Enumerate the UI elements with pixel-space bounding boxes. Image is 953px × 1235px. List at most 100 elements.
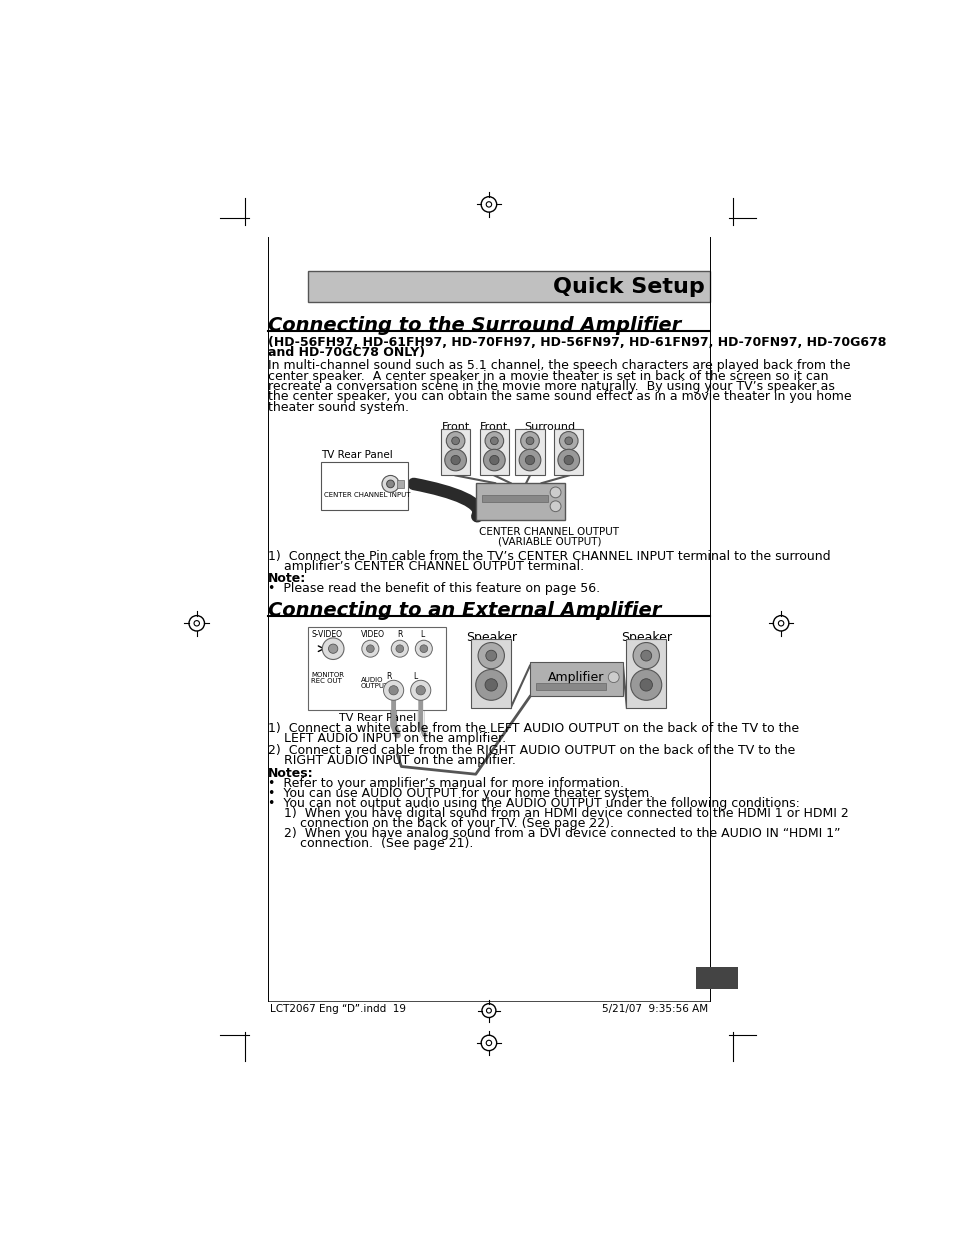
Circle shape: [608, 672, 618, 683]
Circle shape: [563, 456, 573, 464]
Circle shape: [381, 475, 398, 493]
Circle shape: [550, 487, 560, 498]
Text: the center speaker, you can obtain the same sound effect as in a movie theater i: the center speaker, you can obtain the s…: [268, 390, 851, 404]
Circle shape: [483, 450, 505, 471]
Circle shape: [550, 501, 560, 511]
Text: REC OUT: REC OUT: [311, 678, 342, 684]
Text: 1)  Connect the Pin cable from the TV’s CENTER CHANNEL INPUT terminal to the sur: 1) Connect the Pin cable from the TV’s C…: [268, 550, 830, 563]
Circle shape: [518, 450, 540, 471]
Circle shape: [640, 651, 651, 661]
Circle shape: [490, 437, 497, 445]
Bar: [471, 638, 511, 708]
Circle shape: [395, 645, 403, 652]
Circle shape: [416, 685, 425, 695]
Circle shape: [564, 437, 572, 445]
Bar: [479, 430, 509, 475]
Text: 2)  Connect a red cable from the RIGHT AUDIO OUTPUT on the back of the TV to the: 2) Connect a red cable from the RIGHT AU…: [268, 745, 795, 757]
Circle shape: [328, 645, 337, 653]
Text: AUDIO: AUDIO: [360, 677, 383, 683]
Text: Quick Setup: Quick Setup: [552, 277, 703, 296]
Bar: [308, 627, 446, 710]
Text: theater sound system.: theater sound system.: [268, 401, 409, 414]
Circle shape: [391, 640, 408, 657]
Bar: [481, 495, 547, 503]
Text: (HD-56FH97, HD-61FH97, HD-70FH97, HD-56FN97, HD-61FN97, HD-70FN97, HD-70G678: (HD-56FH97, HD-61FH97, HD-70FH97, HD-56F…: [268, 336, 885, 350]
Text: Surround: Surround: [524, 421, 575, 431]
Text: Front: Front: [479, 421, 508, 431]
Text: (VARIABLE OUTPUT): (VARIABLE OUTPUT): [497, 536, 600, 546]
Circle shape: [366, 645, 374, 652]
Circle shape: [639, 679, 652, 692]
Text: Amplifier: Amplifier: [548, 671, 604, 684]
Text: •  You can use AUDIO OUTPUT for your home theater system.: • You can use AUDIO OUTPUT for your home…: [268, 787, 653, 799]
Text: •  Refer to your amplifier’s manual for more information.: • Refer to your amplifier’s manual for m…: [268, 777, 623, 789]
Text: TV Rear Panel: TV Rear Panel: [338, 714, 416, 724]
Circle shape: [476, 669, 506, 700]
Circle shape: [630, 669, 661, 700]
Text: LEFT AUDIO INPUT on the amplifier.: LEFT AUDIO INPUT on the amplifier.: [268, 732, 506, 745]
Text: 2)  When you have analog sound from a DVI device connected to the AUDIO IN “HDMI: 2) When you have analog sound from a DVI…: [268, 826, 840, 840]
Bar: [476, 483, 564, 520]
Circle shape: [444, 450, 466, 471]
Circle shape: [525, 437, 534, 445]
Text: Connecting to the Surround Amplifier: Connecting to the Surround Amplifier: [268, 316, 680, 335]
Text: amplifier’s CENTER CHANNEL OUTPUT terminal.: amplifier’s CENTER CHANNEL OUTPUT termin…: [268, 561, 583, 573]
Circle shape: [489, 456, 498, 464]
Text: Notes:: Notes:: [268, 767, 314, 779]
Bar: [308, 272, 709, 303]
Circle shape: [558, 450, 579, 471]
Circle shape: [419, 645, 427, 652]
Bar: [695, 967, 738, 989]
Circle shape: [484, 431, 503, 450]
Circle shape: [558, 431, 578, 450]
Text: Speaker: Speaker: [620, 631, 671, 643]
Text: •  You can not output audio using the AUDIO OUTPUT under the following condition: • You can not output audio using the AUD…: [268, 797, 799, 809]
Text: VIDEO: VIDEO: [360, 630, 385, 640]
Text: connection on the back of your TV. (See page 22).: connection on the back of your TV. (See …: [268, 816, 614, 830]
Circle shape: [520, 431, 538, 450]
Text: OUTPUT: OUTPUT: [360, 683, 389, 689]
Text: R: R: [397, 630, 402, 640]
Bar: [320, 462, 407, 510]
Circle shape: [410, 680, 431, 700]
Bar: [554, 430, 583, 475]
Bar: [515, 430, 544, 475]
Circle shape: [451, 456, 459, 464]
Text: center speaker.  A center speaker in a movie theater is set in back of the scree: center speaker. A center speaker in a mo…: [268, 369, 828, 383]
Circle shape: [389, 685, 397, 695]
Text: Speaker: Speaker: [465, 631, 517, 643]
Circle shape: [633, 642, 659, 668]
Circle shape: [446, 431, 464, 450]
Text: RIGHT AUDIO INPUT on the amplifier.: RIGHT AUDIO INPUT on the amplifier.: [268, 755, 516, 767]
Circle shape: [361, 640, 378, 657]
Circle shape: [452, 437, 459, 445]
Text: CENTER CHANNEL INPUT: CENTER CHANNEL INPUT: [323, 492, 410, 498]
Text: 19: 19: [703, 972, 728, 990]
Text: L: L: [420, 630, 424, 640]
Text: 1)  Connect a white cable from the LEFT AUDIO OUTPUT on the back of the TV to th: 1) Connect a white cable from the LEFT A…: [268, 721, 799, 735]
Circle shape: [477, 642, 504, 668]
Text: S-VIDEO: S-VIDEO: [311, 630, 342, 640]
Text: LCT2067 Eng “D”.indd  19: LCT2067 Eng “D”.indd 19: [270, 1004, 405, 1014]
Bar: [308, 272, 709, 303]
Text: R: R: [385, 672, 391, 680]
Text: L: L: [413, 672, 416, 680]
Text: MONITOR: MONITOR: [311, 672, 344, 678]
Circle shape: [525, 456, 534, 464]
Circle shape: [383, 680, 403, 700]
Text: connection.  (See page 21).: connection. (See page 21).: [268, 836, 473, 850]
Text: CENTER CHANNEL OUTPUT: CENTER CHANNEL OUTPUT: [478, 527, 618, 537]
Text: In multi-channel sound such as 5.1 channel, the speech characters are played bac: In multi-channel sound such as 5.1 chann…: [268, 359, 850, 372]
Text: Connecting to an External Amplifier: Connecting to an External Amplifier: [268, 601, 660, 620]
Bar: [536, 683, 605, 690]
Circle shape: [484, 679, 497, 692]
Circle shape: [415, 640, 432, 657]
Bar: [530, 662, 622, 697]
Circle shape: [485, 651, 497, 661]
Circle shape: [386, 480, 394, 488]
Text: and HD-70GC78 ONLY): and HD-70GC78 ONLY): [268, 346, 425, 359]
Text: Note:: Note:: [268, 573, 306, 585]
Bar: [625, 638, 666, 708]
Bar: [397, 480, 403, 488]
Text: Front: Front: [441, 421, 469, 431]
